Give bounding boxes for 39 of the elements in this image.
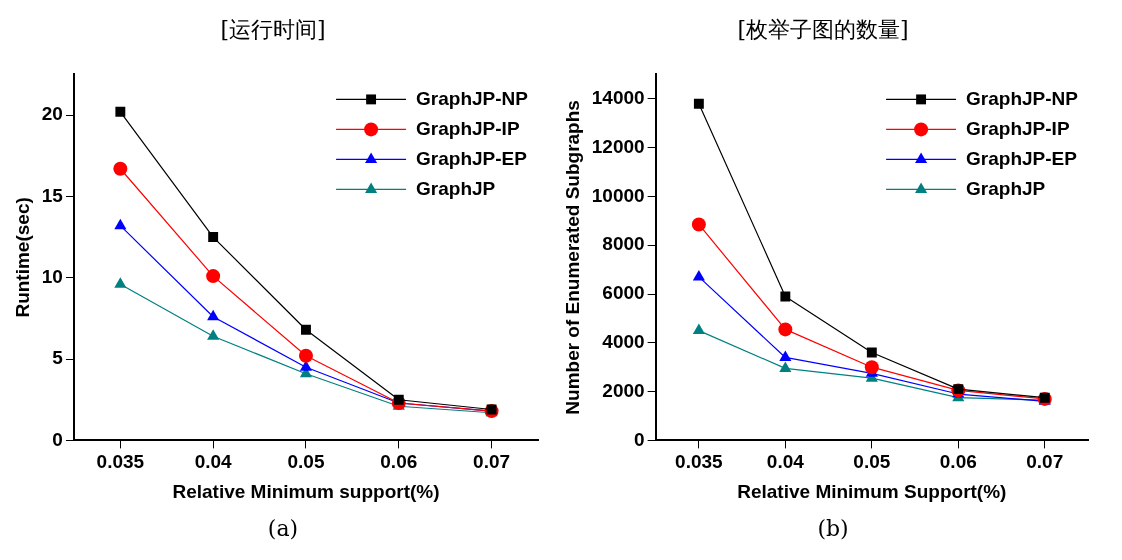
y-tick-label: 20 [41, 103, 63, 125]
chart-title: [枚举子图的数量] [737, 16, 909, 42]
legend-label: GraphJP-NP [966, 87, 1079, 109]
x-tick-label: 0.06 [939, 451, 977, 473]
legend-label: GraphJP-NP [416, 87, 529, 109]
y-tick-label: 0 [634, 428, 645, 450]
x-axis-title: Relative Minimum Support(%) [737, 480, 1007, 502]
x-axis-title: Relative Minimum support(%) [172, 480, 440, 502]
x-tick-label: 0.035 [675, 451, 724, 473]
legend-label: GraphJP [966, 177, 1046, 199]
legend-label: GraphJP-EP [966, 147, 1078, 169]
y-tick-label: 10000 [591, 184, 645, 206]
y-tick-label: 10 [41, 265, 63, 287]
y-tick-label: 12000 [591, 135, 645, 157]
x-tick-label: 0.07 [473, 451, 511, 473]
y-tick-label: 5 [52, 347, 64, 369]
y-tick-label: 4000 [602, 331, 645, 353]
x-tick-label: 0.07 [1026, 451, 1064, 473]
y-tick-label: 8000 [602, 233, 645, 255]
y-tick-label: 0 [52, 428, 63, 450]
legend-label: GraphJP-EP [416, 147, 528, 169]
text: (a) [267, 516, 299, 541]
text: (b) [817, 516, 849, 541]
x-tick-label: 0.04 [766, 451, 805, 473]
y-axis-title: Runtime(sec) [11, 197, 33, 318]
x-tick-label: 0.04 [194, 451, 233, 473]
y-tick-label: 2000 [602, 379, 645, 401]
x-tick-label: 0.05 [853, 451, 891, 473]
x-tick-label: 0.06 [380, 451, 418, 473]
y-axis-title: Number of Enumerated Subgraphs [561, 100, 583, 415]
y-tick-label: 15 [41, 184, 64, 206]
chart-title: [运行时间] [220, 16, 326, 42]
y-tick-label: 14000 [591, 87, 645, 109]
legend-label: GraphJP-IP [966, 117, 1070, 139]
legend-label: GraphJP [416, 177, 496, 199]
legend-label: GraphJP-IP [416, 117, 520, 139]
x-tick-label: 0.035 [96, 451, 145, 473]
y-tick-label: 6000 [602, 282, 645, 304]
x-tick-label: 0.05 [287, 451, 325, 473]
